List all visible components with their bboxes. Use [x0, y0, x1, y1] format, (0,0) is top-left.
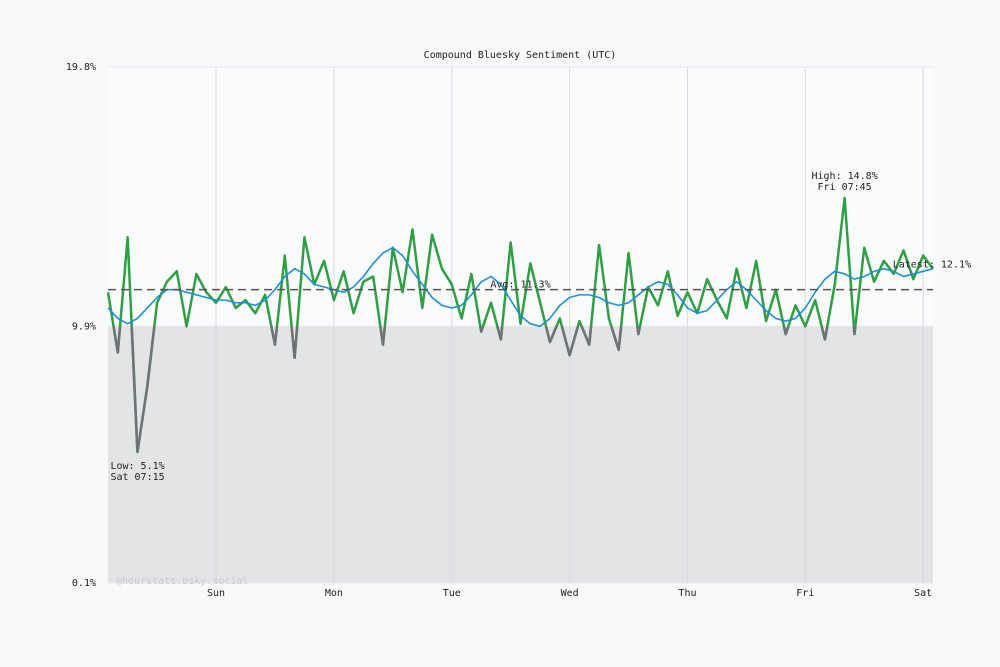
high-label: High: 14.8% [811, 171, 877, 182]
sentiment-line [106, 196, 935, 454]
chart-title: Compound Bluesky Sentiment (UTC) [424, 50, 617, 61]
x-tick-label: Sun [207, 588, 225, 599]
y-tick-label: 19.8% [66, 62, 96, 73]
low-time: Sat 07:15 [110, 472, 164, 483]
latest-label: Latest: 12.1% [893, 260, 971, 271]
x-tick-label: Tue [443, 588, 461, 599]
smoothed-line [107, 246, 934, 328]
high-time: Fri 07:45 [818, 182, 872, 193]
y-tick-label: 9.9% [72, 321, 96, 332]
low-label: Low: 5.1% [110, 461, 164, 472]
x-tick-label: Sat [914, 588, 932, 599]
threshold-band [108, 326, 933, 583]
y-tick-label: 0.1% [72, 578, 96, 589]
x-tick-label: Thu [678, 588, 696, 599]
average-label: Avg: 11.3% [490, 280, 550, 291]
watermark: @hourstats.bsky.social [116, 576, 248, 587]
plot-area-upper [108, 67, 933, 327]
x-tick-label: Mon [325, 588, 343, 599]
x-tick-label: Wed [561, 588, 579, 599]
x-tick-label: Fri [796, 588, 814, 599]
